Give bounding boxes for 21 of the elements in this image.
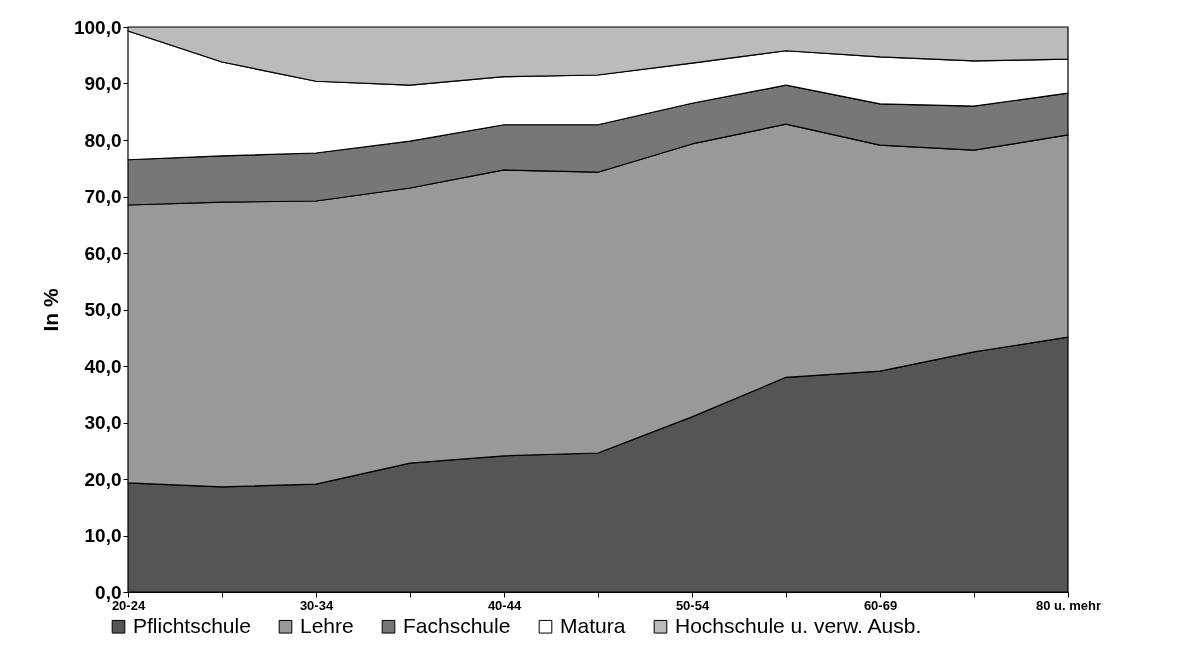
x-tick-label: 30-34 <box>299 597 334 613</box>
x-tick-label: 40-44 <box>487 597 522 613</box>
y-tick-label: 50,0 <box>84 299 122 320</box>
y-tick-label: 70,0 <box>84 186 122 207</box>
y-axis-title: In % <box>38 288 62 332</box>
y-tick-label: 20,0 <box>84 468 122 490</box>
x-tick-label: 60-69 <box>863 597 898 613</box>
y-tick-label: 10,0 <box>84 525 122 546</box>
legend-label: Hochschule u. verw. Ausb. <box>675 613 922 637</box>
y-tick-label: 100,0 <box>73 16 122 38</box>
legend-label: Lehre <box>300 613 354 637</box>
y-tick-label: 30,0 <box>84 412 122 433</box>
legend-label: Pflichtschule <box>133 613 251 637</box>
y-tick-label: 90,0 <box>84 73 122 94</box>
legend-label: Matura <box>560 613 626 637</box>
y-tick-label: 60,0 <box>84 242 122 264</box>
x-tick-label: 50-54 <box>675 597 710 613</box>
x-tick-label: 80 u. mehr <box>1035 597 1102 613</box>
y-tick-label: 80,0 <box>84 129 122 151</box>
legend-label: Fachschule <box>403 613 511 637</box>
y-tick-label: 40,0 <box>84 355 122 377</box>
